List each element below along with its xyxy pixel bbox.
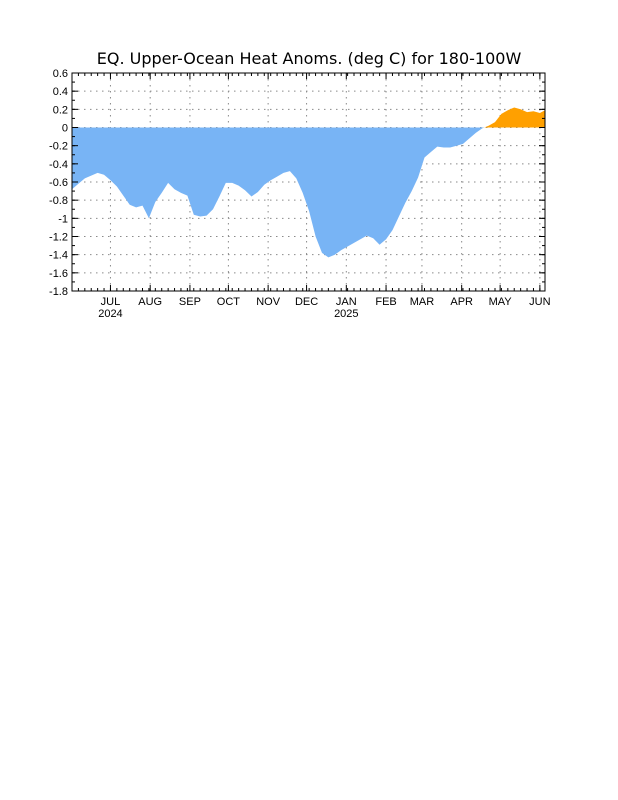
y-tick-label: 0 <box>62 123 68 135</box>
x-tick-label: MAR <box>410 296 435 308</box>
y-tick-label: -1 <box>58 213 68 225</box>
x-tick-label: DEC <box>295 296 318 308</box>
y-tick-label: -0.8 <box>49 195 68 207</box>
y-tick-label: 0.6 <box>53 68 68 80</box>
y-tick-label: -1.8 <box>49 286 68 298</box>
x-year-label: 2025 <box>334 308 358 320</box>
x-tick-label: NOV <box>256 296 281 308</box>
y-axis-ticks: 0.6 0.4 0.2 0 -0.2 -0.4 -0.6 -0.8 -1 -1.2 -1.4 -1.6… <box>49 68 545 298</box>
y-tick-label: -0.2 <box>49 141 68 153</box>
x-year-label: 2024 <box>98 308 122 320</box>
y-tick-label: 0.4 <box>53 86 68 98</box>
x-tick-label: JUN <box>529 296 550 308</box>
anomaly-area <box>72 107 545 258</box>
negative-anomaly-area <box>72 127 485 258</box>
heat-anomaly-chart: EQ. Upper-Ocean Heat Anoms. (deg C) for … <box>49 49 551 320</box>
x-tick-label: SEP <box>179 296 201 308</box>
chart-container: EQ. Upper-Ocean Heat Anoms. (deg C) for … <box>0 0 618 330</box>
x-tick-label: FEB <box>375 296 396 308</box>
y-tick-label: -1.2 <box>49 232 68 244</box>
x-tick-label: MAY <box>489 296 513 308</box>
x-tick-label: JUL <box>101 296 121 308</box>
x-tick-label: APR <box>450 296 473 308</box>
y-tick-label: -0.6 <box>49 177 68 189</box>
x-tick-label: AUG <box>138 296 162 308</box>
y-tick-label: 0.2 <box>53 104 68 116</box>
y-tick-label: -1.4 <box>49 250 68 262</box>
y-tick-label: -1.6 <box>49 268 68 280</box>
y-tick-label: -0.4 <box>49 159 68 171</box>
x-tick-label: JAN <box>336 296 357 308</box>
chart-title: EQ. Upper-Ocean Heat Anoms. (deg C) for … <box>97 49 522 68</box>
positive-anomaly-area <box>484 107 545 128</box>
x-tick-label: OCT <box>217 296 241 308</box>
